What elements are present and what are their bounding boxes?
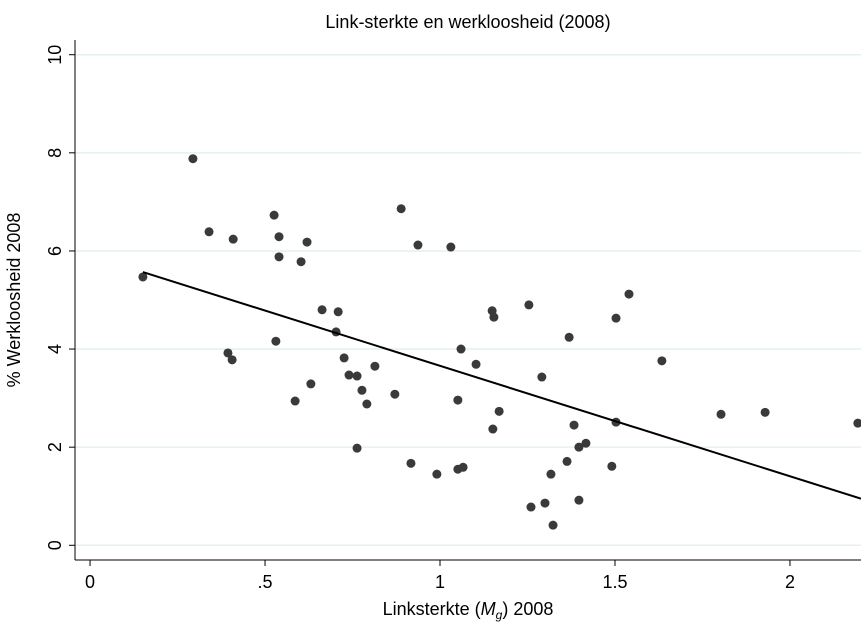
point bbox=[188, 154, 198, 164]
point bbox=[548, 520, 558, 530]
point bbox=[453, 395, 463, 405]
point bbox=[396, 204, 406, 214]
point bbox=[413, 240, 423, 250]
x-label-part: Linksterkte ( bbox=[383, 599, 481, 619]
point bbox=[296, 257, 306, 267]
point bbox=[540, 498, 550, 508]
x-label-part: ) 2008 bbox=[502, 599, 553, 619]
fit-line bbox=[142, 271, 861, 500]
y-axis-label: % Werkloosheid 2008 bbox=[4, 213, 24, 388]
x-axis-label: Linksterkte (Mg) 2008 bbox=[383, 599, 554, 622]
x-tick-label: .5 bbox=[258, 572, 273, 592]
point bbox=[574, 442, 584, 452]
point bbox=[611, 313, 621, 323]
point bbox=[269, 210, 279, 220]
point bbox=[581, 438, 591, 448]
point bbox=[302, 237, 312, 247]
point bbox=[853, 418, 861, 428]
point bbox=[362, 399, 372, 409]
point bbox=[390, 389, 400, 399]
point bbox=[494, 406, 504, 416]
point bbox=[607, 461, 617, 471]
point bbox=[317, 305, 327, 315]
y-tick-label: 6 bbox=[45, 246, 65, 256]
x-label-part: g bbox=[496, 608, 503, 622]
x-tick-label: 2 bbox=[785, 572, 795, 592]
point bbox=[271, 336, 281, 346]
point bbox=[406, 458, 416, 468]
point bbox=[546, 469, 556, 479]
point bbox=[138, 272, 148, 282]
y-tick-label: 0 bbox=[45, 540, 65, 550]
point bbox=[537, 372, 547, 382]
point bbox=[352, 443, 362, 453]
point bbox=[290, 396, 300, 406]
point bbox=[524, 300, 534, 310]
point bbox=[562, 456, 572, 466]
point bbox=[228, 234, 238, 244]
point bbox=[657, 356, 667, 366]
point bbox=[274, 232, 284, 242]
x-tick-label: 0 bbox=[85, 572, 95, 592]
point bbox=[223, 348, 233, 358]
point bbox=[760, 407, 770, 417]
point bbox=[564, 332, 574, 342]
x-tick-label: 1.5 bbox=[602, 572, 627, 592]
point bbox=[569, 420, 579, 430]
point bbox=[526, 502, 536, 512]
point bbox=[432, 469, 442, 479]
point bbox=[716, 409, 726, 419]
point bbox=[333, 307, 343, 317]
point bbox=[344, 370, 354, 380]
x-tick-label: 1 bbox=[435, 572, 445, 592]
point bbox=[352, 371, 362, 381]
y-tick-label: 8 bbox=[45, 148, 65, 158]
point bbox=[339, 353, 349, 363]
point bbox=[274, 252, 284, 262]
point bbox=[624, 289, 634, 299]
x-label-part: M bbox=[481, 599, 496, 619]
point bbox=[446, 242, 456, 252]
point bbox=[471, 359, 481, 369]
chart-title: Link-sterkte en werkloosheid (2008) bbox=[325, 12, 610, 32]
point bbox=[357, 385, 367, 395]
point bbox=[458, 462, 468, 472]
point bbox=[370, 361, 380, 371]
y-tick-label: 2 bbox=[45, 442, 65, 452]
point bbox=[489, 312, 499, 322]
y-tick-label: 10 bbox=[45, 45, 65, 65]
point bbox=[574, 495, 584, 505]
point bbox=[306, 379, 316, 389]
point bbox=[204, 227, 214, 237]
point bbox=[488, 424, 498, 434]
point bbox=[456, 344, 466, 354]
y-tick-label: 4 bbox=[45, 344, 65, 354]
point bbox=[227, 355, 237, 365]
